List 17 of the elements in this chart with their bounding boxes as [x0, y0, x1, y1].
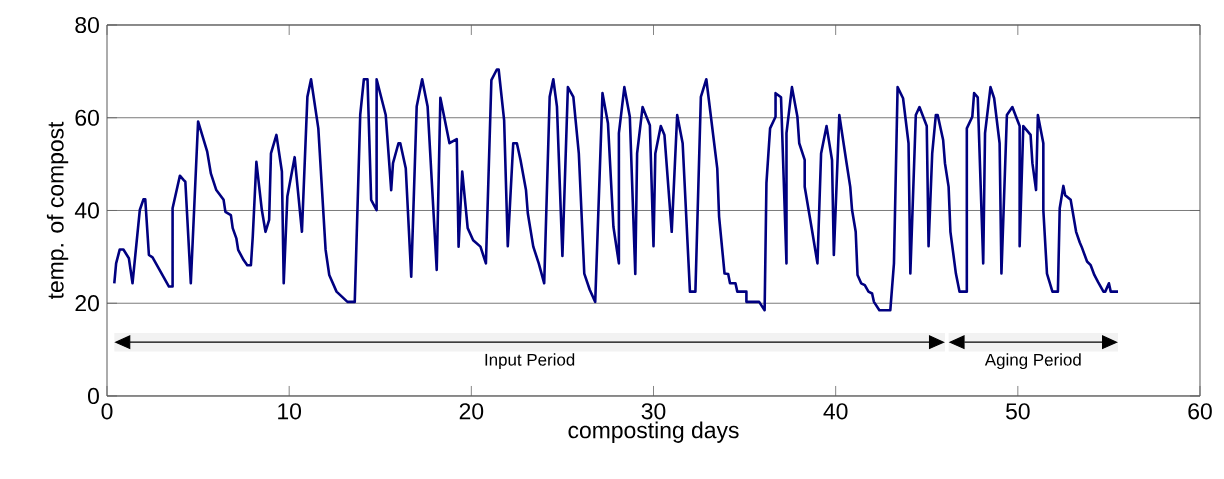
x-axis-title: composting days: [568, 421, 739, 443]
line-series: [113, 68, 1120, 312]
band-label: Input Period: [485, 353, 575, 370]
y-tick-label: 0: [87, 387, 99, 405]
x-tick-label: 50: [1006, 403, 1030, 420]
y-tick-label: 80: [75, 16, 99, 34]
band-label: Aging Period: [984, 353, 1081, 370]
x-tick-label: 30: [641, 403, 666, 420]
y-tick-label: 20: [75, 295, 99, 312]
y-tick-label: 40: [74, 202, 99, 219]
x-tick-label: 60: [1188, 403, 1212, 420]
y-axis-title: temp. of compost: [46, 121, 69, 300]
x-tick-label: 40: [823, 403, 848, 420]
x-tick-label: 20: [459, 403, 484, 420]
x-tick-label: 0: [101, 403, 113, 420]
x-tick-label: 10: [278, 403, 302, 420]
y-tick-label: 60: [75, 109, 99, 126]
